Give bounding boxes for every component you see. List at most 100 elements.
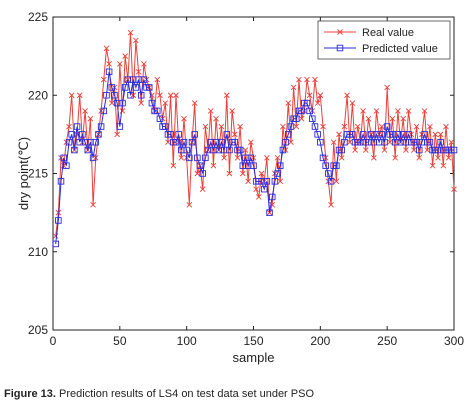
data-point-square bbox=[319, 154, 327, 162]
data-point-x bbox=[354, 123, 361, 130]
data-point-x bbox=[127, 29, 134, 36]
series-predicted-value bbox=[52, 68, 458, 248]
data-point-x bbox=[387, 139, 393, 146]
data-point-x bbox=[445, 155, 452, 161]
data-point-square bbox=[172, 138, 180, 146]
data-point-square bbox=[236, 146, 244, 154]
data-point-square bbox=[183, 146, 190, 154]
data-point-x bbox=[55, 209, 62, 216]
x-tick-label: 250 bbox=[377, 334, 397, 348]
y-axis: 205 210 215 220 225 bbox=[28, 10, 454, 337]
data-point-x bbox=[242, 147, 249, 153]
x-axis: 0 50 100 150 200 250 300 bbox=[50, 17, 464, 348]
data-point-x bbox=[392, 155, 399, 161]
data-point-x bbox=[194, 170, 201, 177]
data-point-square bbox=[121, 84, 129, 91]
data-point-square bbox=[79, 131, 86, 138]
data-point-square bbox=[127, 91, 134, 99]
data-point-square bbox=[167, 131, 174, 138]
legend-label-real: Real value bbox=[362, 27, 414, 39]
data-point-x bbox=[226, 170, 233, 177]
data-point-x bbox=[296, 76, 302, 83]
data-point-square bbox=[55, 217, 62, 224]
data-point-square bbox=[199, 170, 206, 177]
data-point-square bbox=[65, 138, 73, 146]
data-point-x bbox=[413, 123, 420, 130]
data-point-x bbox=[288, 139, 294, 146]
legend-x-marker-icon bbox=[337, 29, 343, 35]
data-point-square bbox=[271, 178, 279, 185]
data-point-x bbox=[424, 147, 431, 153]
x-tick-label: 100 bbox=[177, 334, 197, 348]
data-point-square bbox=[97, 123, 105, 130]
data-point-x bbox=[170, 162, 177, 169]
data-point-square bbox=[327, 178, 335, 185]
data-point-square bbox=[250, 162, 257, 169]
data-point-square bbox=[309, 115, 316, 122]
data-point-x bbox=[395, 108, 401, 114]
legend-marker bbox=[337, 29, 343, 35]
data-point-square bbox=[247, 154, 255, 162]
data-point-square bbox=[349, 131, 356, 138]
data-point-square bbox=[437, 138, 444, 146]
data-point-square bbox=[60, 154, 67, 162]
data-point-x bbox=[435, 155, 441, 161]
data-point-square bbox=[111, 91, 118, 99]
y-tick-label: 210 bbox=[28, 245, 48, 259]
data-point-square bbox=[105, 68, 113, 76]
series-line bbox=[55, 71, 454, 244]
data-point-x bbox=[293, 123, 300, 130]
data-point-square bbox=[231, 138, 239, 146]
data-point-x bbox=[448, 139, 455, 146]
data-point-x bbox=[333, 178, 340, 185]
data-point-x bbox=[443, 123, 449, 130]
data-point-x bbox=[330, 139, 337, 146]
data-point-x bbox=[384, 84, 390, 91]
data-point-x bbox=[202, 123, 209, 130]
caption-text: Prediction results of LS4 on test data s… bbox=[59, 388, 315, 400]
data-point-square bbox=[154, 107, 161, 115]
data-point-x bbox=[117, 61, 123, 67]
data-point-x bbox=[191, 100, 198, 106]
data-point-x bbox=[405, 108, 412, 114]
data-point-x bbox=[451, 186, 457, 192]
data-point-x bbox=[317, 92, 324, 99]
data-point-x bbox=[234, 155, 241, 161]
data-point-x bbox=[108, 100, 115, 106]
data-point-x bbox=[114, 131, 120, 138]
data-point-x bbox=[314, 100, 321, 106]
data-point-square bbox=[103, 91, 110, 99]
data-point-x bbox=[421, 108, 428, 114]
data-point-x bbox=[290, 84, 297, 91]
data-point-x bbox=[207, 108, 214, 114]
data-point-x bbox=[328, 201, 334, 208]
data-point-x bbox=[90, 201, 96, 208]
data-point-square bbox=[196, 162, 204, 169]
data-point-square bbox=[287, 123, 295, 130]
data-point-x bbox=[231, 131, 238, 138]
data-point-square bbox=[341, 138, 348, 146]
data-point-x bbox=[373, 108, 380, 114]
y-tick-label: 220 bbox=[28, 88, 48, 102]
data-point-square bbox=[338, 146, 345, 154]
data-point-x bbox=[411, 147, 417, 153]
data-point-x bbox=[218, 123, 225, 130]
data-point-square bbox=[145, 84, 153, 91]
data-point-x bbox=[344, 92, 350, 99]
data-point-square bbox=[303, 99, 311, 107]
data-point-x bbox=[239, 170, 246, 177]
data-point-x bbox=[237, 123, 243, 130]
data-point-x bbox=[381, 147, 388, 153]
plot-area bbox=[52, 16, 455, 331]
data-point-square bbox=[285, 131, 292, 138]
data-point-square bbox=[293, 115, 300, 122]
data-point-x bbox=[403, 147, 409, 153]
data-point-square bbox=[191, 131, 198, 138]
data-point-x bbox=[432, 131, 439, 138]
data-point-square bbox=[421, 131, 428, 138]
data-point-x bbox=[277, 178, 284, 185]
data-point-x bbox=[138, 100, 145, 106]
data-point-square bbox=[359, 131, 367, 138]
legend-label-predicted: Predicted value bbox=[362, 43, 438, 55]
